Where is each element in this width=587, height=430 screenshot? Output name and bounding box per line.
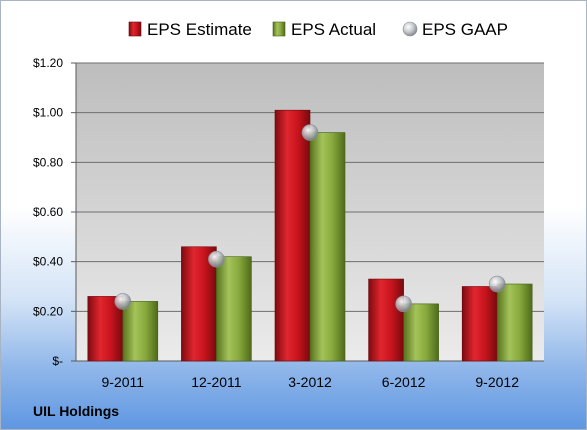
bar-eps-actual — [496, 283, 533, 362]
legend-item-eps-actual: EPS Actual — [272, 20, 376, 39]
legend-item-eps-estimate: EPS Estimate — [128, 20, 252, 39]
legend-label: EPS Estimate — [147, 20, 252, 39]
marker-eps-gaap — [208, 250, 225, 268]
legend-swatch — [128, 21, 142, 37]
legend-label: EPS Actual — [291, 20, 376, 39]
bar-eps-estimate — [461, 286, 498, 362]
x-tick-label: 12-2011 — [191, 374, 242, 390]
legend-item-eps-gaap: EPS GAAP — [402, 20, 508, 39]
marker-eps-gaap — [395, 295, 412, 313]
x-tick-label: 9-2011 — [102, 374, 145, 390]
company-name: UIL Holdings — [33, 403, 120, 419]
legend-label: EPS GAAP — [422, 20, 508, 39]
bar-eps-estimate — [368, 278, 404, 362]
y-tick-label: $1.00 — [33, 106, 63, 120]
legend-swatch — [402, 21, 418, 37]
marker-eps-gaap — [301, 124, 319, 141]
y-tick-label: $0.60 — [33, 205, 63, 219]
marker-eps-gaap — [114, 293, 132, 310]
bar-eps-estimate — [274, 109, 311, 362]
bar-eps-estimate — [181, 246, 217, 362]
y-tick-label: $0.80 — [33, 155, 63, 169]
y-tick-label: $0.20 — [33, 304, 63, 318]
bar-eps-actual — [216, 256, 252, 362]
bar-eps-actual — [403, 303, 439, 362]
marker-eps-gaap — [488, 275, 506, 293]
legend-swatch — [272, 21, 286, 37]
y-tick-label: $- — [52, 354, 63, 368]
bar-eps-actual — [309, 132, 346, 362]
x-tick-label: 3-2012 — [288, 374, 332, 390]
y-tick-label: $0.40 — [33, 255, 63, 269]
y-tick-label: $1.20 — [33, 56, 63, 70]
bar-eps-actual — [122, 301, 159, 362]
x-tick-label: 9-2012 — [475, 374, 519, 390]
x-tick-label: 6-2012 — [382, 374, 426, 390]
